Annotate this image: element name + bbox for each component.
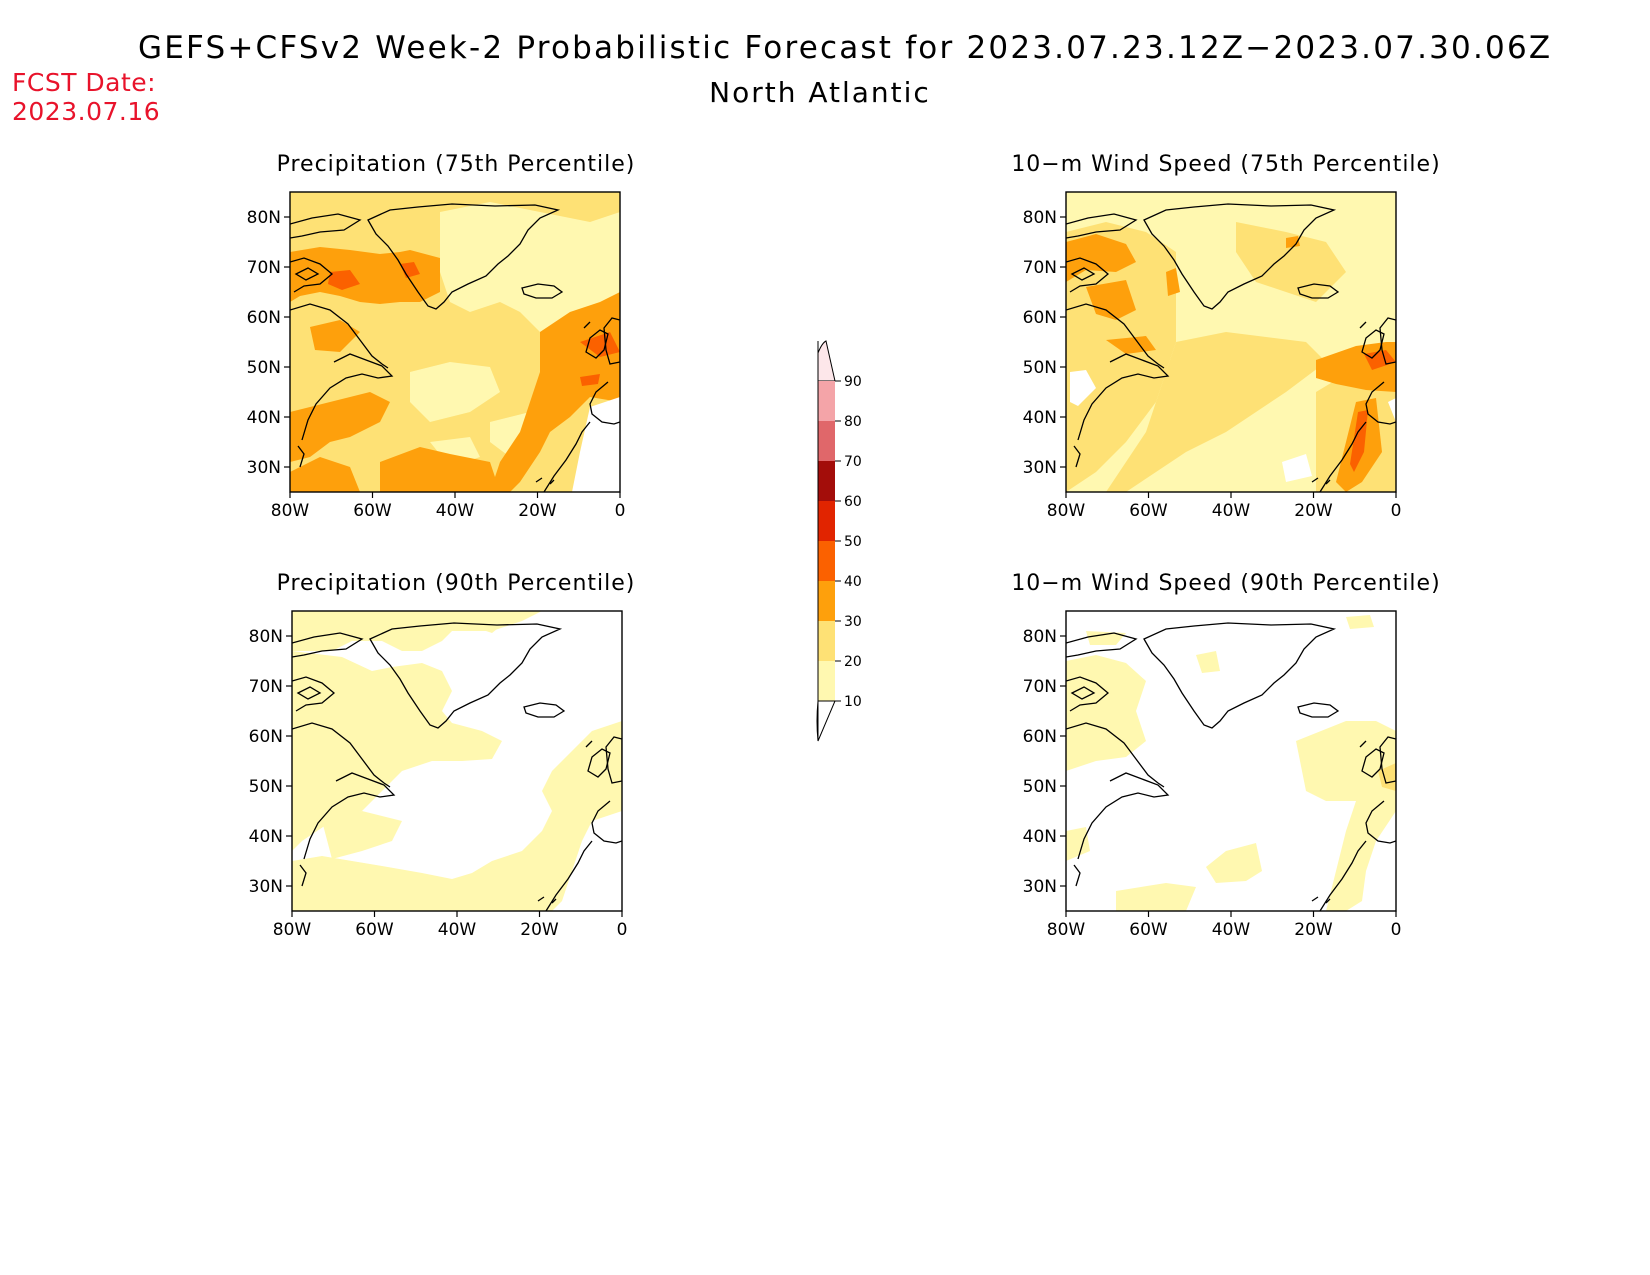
colorbar: 90 80 70 60 50 40 30 20 10 xyxy=(816,340,862,742)
colorbar-label: 50 xyxy=(844,534,862,550)
lon-label: 40W xyxy=(1212,501,1251,521)
map-panel-wind-75: 80N 70N 60N 50N 40N 30N 80W 60W 40W 20W 0 xyxy=(1023,191,1402,521)
lon-label: 0 xyxy=(615,501,626,521)
lon-label: 80W xyxy=(271,501,310,521)
map-panel-wind-90: 80N 70N 60N 50N 40N 30N 80W 60W 40W 20W 0 xyxy=(1023,610,1402,940)
lat-label: 60N xyxy=(1023,727,1057,747)
lat-label: 80N xyxy=(1023,627,1057,647)
lon-label: 20W xyxy=(1294,920,1333,940)
lat-label: 60N xyxy=(1023,308,1057,328)
lat-label: 40N xyxy=(247,408,281,428)
lon-label: 0 xyxy=(1391,501,1402,521)
lat-label: 80N xyxy=(249,627,283,647)
lon-label: 40W xyxy=(436,501,475,521)
map-panel-precip-90: 80N 70N 60N 50N 40N 30N 80W 60W 40W 20W 0 xyxy=(249,610,628,940)
panel-title-precip-90: Precipitation (90th Percentile) xyxy=(276,571,636,596)
lon-label: 80W xyxy=(1047,920,1086,940)
lon-label: 80W xyxy=(1047,501,1086,521)
colorbar-segment xyxy=(818,381,835,421)
lat-label: 70N xyxy=(249,677,283,697)
colorbar-bottom-tip xyxy=(816,700,836,742)
lat-label: 50N xyxy=(249,777,283,797)
colorbar-label: 70 xyxy=(844,454,862,470)
lon-label: 0 xyxy=(617,920,628,940)
lat-label: 70N xyxy=(1023,258,1057,278)
page-subtitle: North Atlantic xyxy=(709,76,931,109)
colorbar-segment xyxy=(818,541,835,581)
panel-title-wind-75: 10−m Wind Speed (75th Percentile) xyxy=(1011,152,1441,177)
colorbar-segment xyxy=(818,661,835,701)
colorbar-top-tip xyxy=(817,340,836,382)
lon-label: 60W xyxy=(353,501,392,521)
colorbar-segment xyxy=(818,461,835,501)
colorbar-label: 80 xyxy=(844,414,862,430)
lon-label: 60W xyxy=(1129,501,1168,521)
lat-label: 30N xyxy=(249,877,283,897)
lat-label: 50N xyxy=(1023,777,1057,797)
map-panel-precip-75: 80N 70N 60N 50N 40N 30N 80W 60W 40W 20W 0 xyxy=(247,191,626,521)
lat-label: 30N xyxy=(247,458,281,478)
page-title: GEFS+CFSv2 Week-2 Probabilistic Forecast… xyxy=(138,30,1553,66)
lat-label: 70N xyxy=(247,258,281,278)
lat-label: 50N xyxy=(1023,358,1057,378)
colorbar-label: 30 xyxy=(844,614,862,630)
colorbar-segment xyxy=(818,421,835,461)
lon-label: 20W xyxy=(1294,501,1333,521)
panel-title-precip-75: Precipitation (75th Percentile) xyxy=(276,152,636,177)
lon-label: 20W xyxy=(518,501,557,521)
forecast-date-value: 2023.07.16 xyxy=(12,97,161,126)
lon-label: 60W xyxy=(1129,920,1168,940)
colorbar-label: 10 xyxy=(844,694,862,710)
lon-label: 40W xyxy=(1212,920,1251,940)
forecast-date: FCST Date: 2023.07.16 xyxy=(12,68,160,126)
colorbar-label: 90 xyxy=(844,374,862,390)
lat-label: 30N xyxy=(1023,877,1057,897)
colorbar-segment xyxy=(818,581,835,621)
forecast-date-label: FCST Date: xyxy=(12,68,157,97)
lat-label: 80N xyxy=(247,208,281,228)
lat-label: 60N xyxy=(249,727,283,747)
lon-label: 40W xyxy=(438,920,477,940)
lat-label: 40N xyxy=(1023,827,1057,847)
lon-label: 20W xyxy=(520,920,559,940)
colorbar-label: 40 xyxy=(844,574,862,590)
lon-label: 80W xyxy=(273,920,312,940)
colorbar-segment xyxy=(818,501,835,541)
lat-label: 60N xyxy=(247,308,281,328)
panel-title-wind-90: 10−m Wind Speed (90th Percentile) xyxy=(1011,571,1441,596)
lat-label: 40N xyxy=(249,827,283,847)
colorbar-segment xyxy=(818,621,835,661)
lat-label: 70N xyxy=(1023,677,1057,697)
lon-label: 60W xyxy=(355,920,394,940)
lon-label: 0 xyxy=(1391,920,1402,940)
lat-label: 30N xyxy=(1023,458,1057,478)
colorbar-label: 20 xyxy=(844,654,862,670)
colorbar-label: 60 xyxy=(844,494,862,510)
lat-label: 80N xyxy=(1023,208,1057,228)
lat-label: 50N xyxy=(247,358,281,378)
lat-label: 40N xyxy=(1023,408,1057,428)
